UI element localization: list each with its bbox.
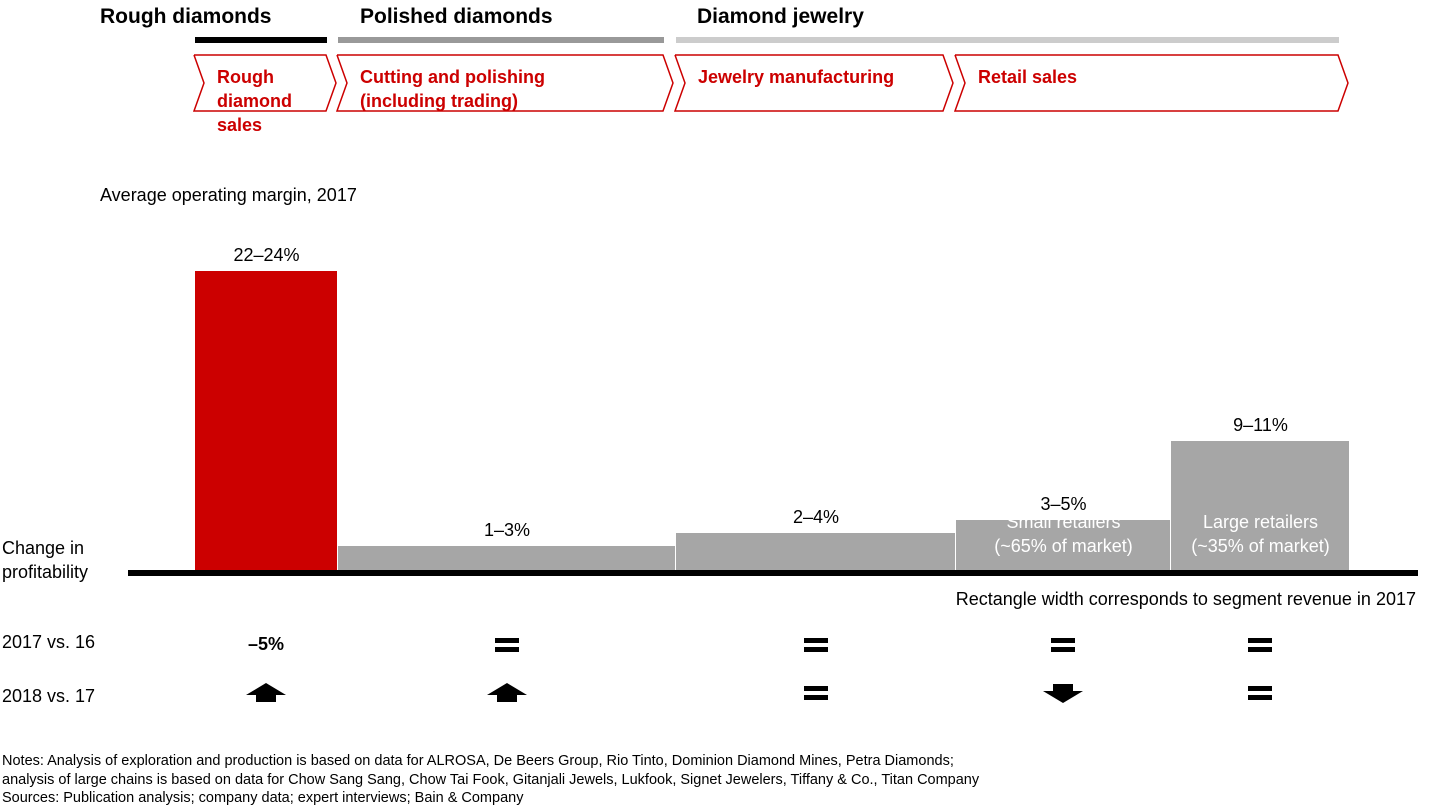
bar [1171, 441, 1350, 572]
bar [195, 271, 338, 572]
notes-line: Sources: Publication analysis; company d… [2, 790, 524, 806]
arrow-down-icon [1033, 680, 1093, 704]
equal-icon [1033, 632, 1093, 656]
equal-icon [1230, 680, 1290, 704]
notes-line: analysis of large chains is based on dat… [2, 771, 980, 788]
bar-inner-label: Small retailers (~65% of market) [994, 512, 1133, 556]
arrow-up-icon [477, 680, 537, 704]
equal-icon [786, 632, 846, 656]
chevron-icon [335, 54, 674, 112]
change-in-profitability-label: Change in profitability [2, 538, 89, 582]
notes-line: Notes: Analysis of exploration and produ… [2, 753, 954, 769]
width-note: Rectangle width corresponds to segment r… [955, 589, 1416, 609]
equal-icon [477, 632, 537, 656]
bar-value-label: 3–5% [1040, 493, 1087, 514]
arrow-up-icon [236, 680, 296, 704]
x-axis [128, 570, 1418, 576]
bar-inner-label: Large retailers (~35% of market) [1191, 512, 1330, 556]
bar [956, 519, 1171, 572]
stage-bar-jewelry [676, 37, 1339, 43]
stage-title-jewelry: Diamond jewelry [697, 5, 864, 28]
bar-value-label: 9–11% [1233, 415, 1288, 436]
chevron-icon [953, 54, 1349, 112]
step-label: Rough diamond sales [217, 67, 292, 135]
equal-icon [1230, 632, 1290, 656]
equal-icon [786, 680, 846, 704]
stage-title-polished: Polished diamonds [360, 5, 553, 28]
step-jewelry-manufacturing: Jewelry manufacturing [673, 54, 957, 112]
bar-value-label: 2–4% [792, 506, 840, 527]
bar [676, 532, 956, 572]
stage-title-rough: Rough diamonds [100, 5, 272, 28]
step-label: Cutting and polishing (including trading… [360, 67, 545, 111]
step-label: Retail sales [978, 67, 1078, 87]
step-cutting-polishing: Cutting and polishing (including trading… [335, 54, 677, 112]
notes: Notes: Analysis of exploration and produ… [2, 752, 979, 808]
chart-subtitle: Average operating margin, 2017 [100, 185, 357, 205]
bar [338, 545, 676, 572]
row-label-2017: 2017 vs. 16 [2, 632, 96, 652]
step-rough-diamond-sales: Rough diamond sales [192, 54, 340, 135]
stage-bar-rough [195, 37, 327, 43]
step-retail-sales: Retail sales [953, 54, 1355, 112]
bar-value-label: 22–24% [233, 245, 300, 265]
chevron-icon [192, 54, 337, 112]
chevron-icon [673, 54, 954, 112]
step-label: Jewelry manufacturing [698, 67, 895, 87]
bar-value-label: 1–3% [483, 519, 531, 540]
row-label-2018: 2018 vs. 17 [2, 686, 96, 706]
stage-bar-polished [338, 37, 664, 43]
change-value: –5% [247, 634, 285, 654]
